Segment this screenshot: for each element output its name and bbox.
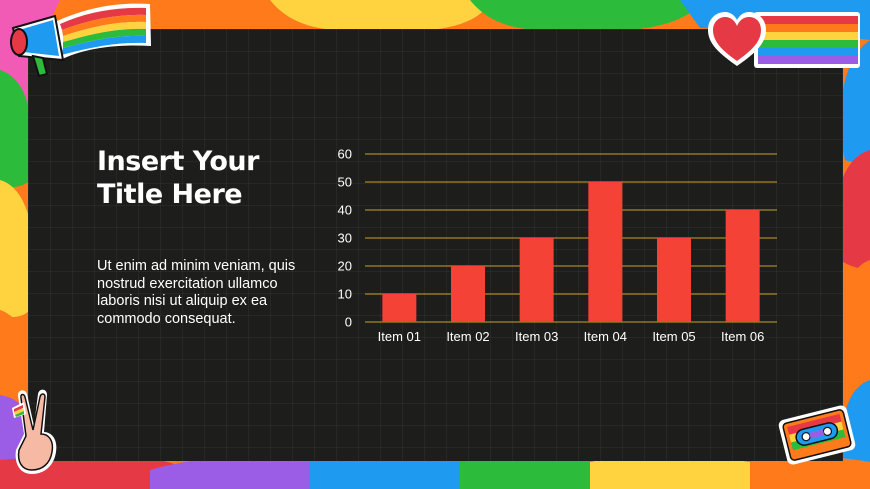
x-category-label: Item 02 <box>446 329 489 344</box>
chart-y-ticks: 0 10 20 30 40 50 60 <box>338 147 352 330</box>
y-tick-label: 60 <box>338 147 352 162</box>
bar-item-03 <box>519 238 554 322</box>
megaphone-rainbow-icon <box>10 3 151 78</box>
x-category-label: Item 04 <box>584 329 627 344</box>
bar-item-01 <box>382 294 417 322</box>
content-panel <box>28 29 843 461</box>
bar-item-02 <box>451 266 485 322</box>
y-tick-label: 30 <box>338 231 352 246</box>
bar-item-04 <box>588 182 623 322</box>
slide-body-text: Ut enim ad minim veniam, quis nostrud ex… <box>97 258 296 327</box>
y-tick-label: 0 <box>345 315 352 330</box>
y-tick-label: 40 <box>338 203 352 218</box>
y-tick-label: 10 <box>338 287 352 302</box>
x-category-label: Item 05 <box>652 329 695 344</box>
x-category-label: Item 06 <box>721 329 764 344</box>
heart-rainbow-flag-icon <box>708 12 860 68</box>
chart-x-labels: Item 01 Item 02 Item 03 Item 04 Item 05 Item … <box>378 329 765 344</box>
y-tick-label: 50 <box>338 175 352 190</box>
bar-item-06 <box>725 210 760 322</box>
chart-gridlines <box>365 153 777 323</box>
x-category-label: Item 03 <box>515 329 558 344</box>
bar-item-05 <box>657 238 691 322</box>
x-category-label: Item 01 <box>378 329 421 344</box>
slide-title: Insert Your Title Here <box>97 146 259 210</box>
cassette-tape-icon <box>778 405 856 465</box>
peace-hand-icon <box>12 389 57 474</box>
chart-bars <box>382 182 760 322</box>
y-tick-label: 20 <box>338 259 352 274</box>
